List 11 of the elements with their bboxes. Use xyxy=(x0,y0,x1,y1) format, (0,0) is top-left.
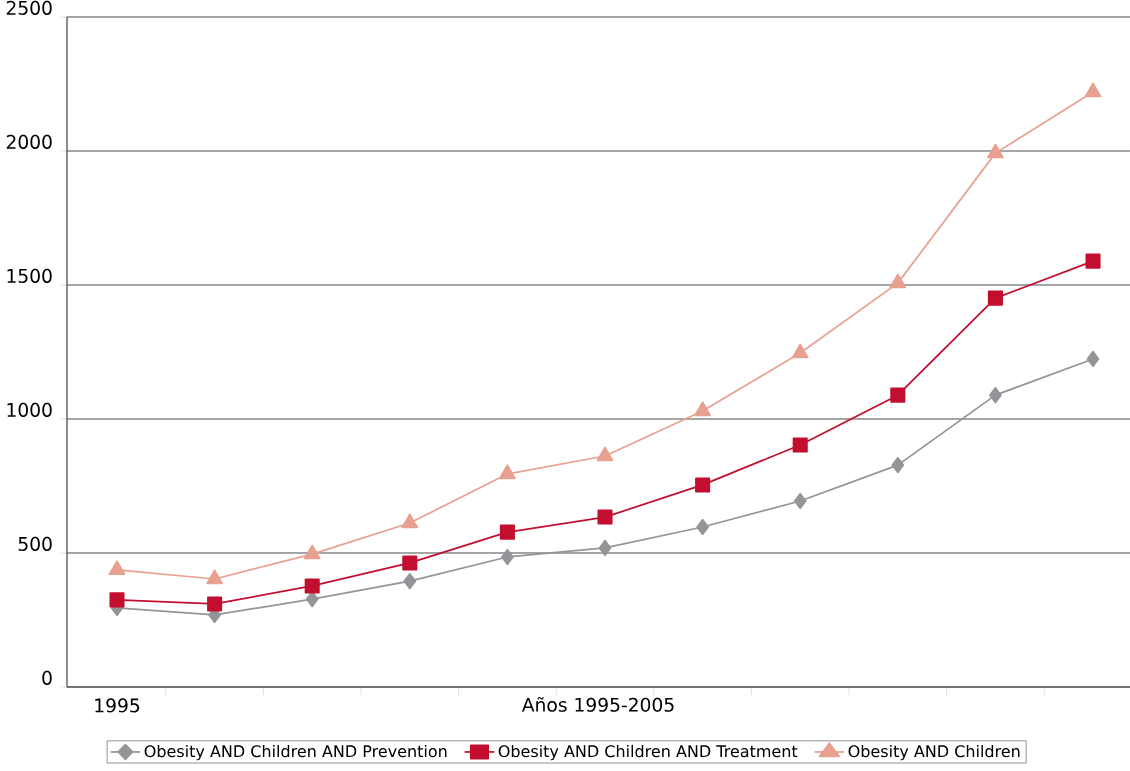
y-tick-label: 0 xyxy=(42,670,52,685)
y-tick-label: 2500 xyxy=(6,0,52,15)
legend-label: Obesity AND Children AND Treatment xyxy=(498,744,798,761)
y-tick-label: 1000 xyxy=(7,402,52,417)
y-tick-label: 500 xyxy=(18,536,52,551)
y-tick-label: 2000 xyxy=(6,134,52,149)
x-tick-label: 1995 xyxy=(95,698,140,713)
y-tick-label: 1500 xyxy=(7,268,52,283)
legend-label: Obesity AND Children AND Prevention xyxy=(144,744,447,761)
legend-label: Obesity AND Children xyxy=(848,744,1020,761)
x-axis-title: Años 1995-2005 xyxy=(521,697,674,712)
